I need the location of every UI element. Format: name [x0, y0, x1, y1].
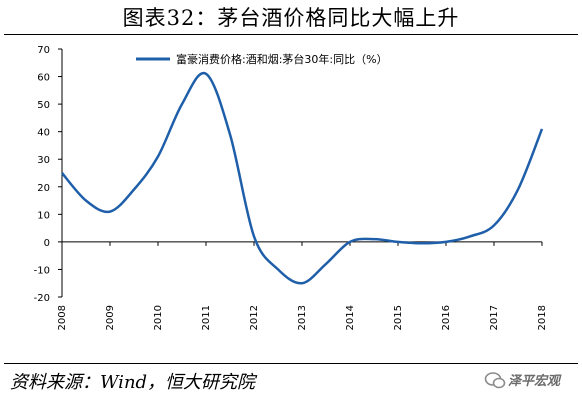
x-tick-label: 2015 [393, 305, 404, 330]
y-tick-label: -10 [34, 265, 50, 276]
y-tick-label: 10 [37, 210, 50, 221]
source-divider [4, 363, 578, 364]
x-axis: 2008 2009 2010 2011 2012 2013 2014 2015 2016 2017… [57, 241, 548, 330]
x-tick-label: 2008 [57, 305, 68, 330]
x-tick-label: 2011 [201, 305, 212, 330]
y-tick-label: 50 [37, 100, 50, 111]
y-tick-label: 0 [44, 238, 50, 249]
title-divider [4, 34, 578, 35]
chart-series [61, 71, 544, 285]
chat-bubble-icon [484, 372, 506, 389]
y-tick-label: 60 [37, 73, 50, 84]
page-title: 图表32：茅台酒价格同比大幅上升 [122, 6, 460, 30]
y-tick-label: -20 [34, 293, 50, 304]
x-tick-label: 2016 [441, 305, 452, 330]
x-tick-label: 2014 [345, 305, 356, 330]
y-tick-label: 70 [37, 45, 50, 56]
y-axis: -20 -10 0 10 20 30 40 50 60 70 [34, 45, 63, 304]
source-note: 资料来源：Wind，恒大研究院 [10, 372, 256, 393]
watermark-text: 泽平宏观 [508, 374, 561, 389]
x-tick-label: 2010 [153, 305, 164, 330]
y-tick-label: 40 [37, 128, 50, 139]
x-tick-label: 2017 [489, 305, 500, 330]
watermark: 泽平宏观 [484, 368, 580, 394]
y-tick-label: 30 [37, 155, 50, 166]
legend-label: 富豪消费价格:酒和烟:茅台30年:同比（%） [176, 52, 388, 66]
x-tick-label: 2009 [105, 305, 116, 330]
x-tick-label: 2018 [537, 305, 548, 330]
chart-legend: 富豪消费价格:酒和烟:茅台30年:同比（%） [136, 52, 388, 66]
y-tick-label: 20 [37, 183, 50, 194]
x-tick-label: 2013 [297, 305, 308, 330]
series-line [61, 71, 544, 285]
x-tick-label: 2012 [249, 305, 260, 330]
